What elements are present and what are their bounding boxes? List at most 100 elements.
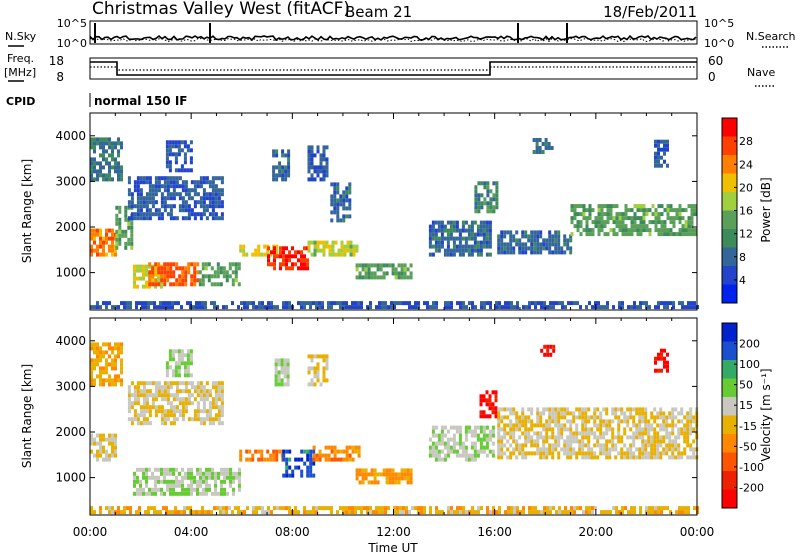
power-cell	[257, 252, 261, 257]
vel-cell	[193, 385, 197, 390]
power-cell	[633, 301, 636, 306]
power-cell	[428, 236, 432, 241]
power-cell	[322, 240, 326, 245]
power-cell	[193, 188, 197, 193]
vel-cell	[542, 435, 546, 440]
power-cell	[211, 196, 215, 201]
power-cell	[108, 169, 111, 174]
power-cell	[151, 196, 155, 201]
power-cell	[397, 275, 401, 280]
power-cell	[672, 208, 676, 213]
vel-cell	[524, 423, 528, 428]
power-cell	[536, 238, 540, 243]
vel-cell	[651, 506, 654, 511]
vel-cell	[539, 415, 543, 420]
power-cell	[174, 301, 177, 306]
power-cell	[470, 224, 474, 229]
power-cell	[544, 138, 548, 142]
vel-cell	[534, 510, 537, 515]
power-cell	[538, 146, 542, 150]
power-cell	[147, 301, 150, 306]
vel-cell	[605, 419, 609, 424]
vel-cell	[644, 423, 648, 428]
vel-cell	[217, 413, 221, 418]
vel-cell	[554, 411, 558, 416]
vel-cell	[310, 358, 314, 363]
nsky-tick-top: 10^5	[57, 17, 87, 30]
power-cell	[214, 176, 218, 181]
vel-cell	[665, 443, 669, 448]
vel-cell	[650, 415, 654, 420]
vel-cell	[518, 451, 522, 456]
vel-cell	[623, 451, 627, 456]
power-cell	[196, 278, 200, 283]
vel-cell	[605, 451, 609, 456]
power-cell	[657, 232, 661, 237]
power-cell	[681, 216, 685, 221]
power-cell	[687, 216, 691, 221]
vel-cell	[214, 491, 217, 496]
vel-cell	[139, 483, 142, 488]
power-cell	[278, 165, 282, 170]
vel-cell	[641, 451, 645, 456]
power-cell	[96, 301, 99, 306]
power-cell	[594, 301, 597, 306]
vel-cell	[587, 443, 591, 448]
power-cell	[535, 150, 539, 154]
vel-cell	[507, 510, 510, 515]
vel-cell	[609, 510, 612, 515]
vel-cell	[485, 414, 489, 419]
vel-cell	[458, 441, 462, 446]
vel-cell	[145, 491, 148, 496]
power-cell	[642, 228, 646, 233]
power-ytick-label: 1000	[55, 266, 86, 280]
power-colorbar-tick-label: 8	[739, 251, 746, 264]
power-cell	[193, 216, 197, 221]
power-cell	[279, 250, 282, 255]
power-cell	[345, 206, 349, 211]
vel-cell	[160, 487, 163, 492]
vel-cell	[437, 441, 441, 446]
power-cell	[187, 204, 191, 209]
power-cell	[660, 139, 663, 144]
power-cell	[500, 230, 504, 235]
power-cell	[348, 182, 352, 187]
power-cell	[148, 188, 152, 193]
power-cell	[115, 229, 119, 234]
vel-cell	[633, 510, 636, 515]
vel-cell	[108, 506, 111, 511]
vel-cell	[175, 385, 179, 390]
vel-cell	[325, 366, 329, 371]
vel-cell	[248, 457, 252, 462]
vel-cell	[333, 445, 337, 450]
power-cell	[642, 212, 646, 217]
power-cell	[600, 204, 604, 209]
vel-cell	[470, 457, 474, 462]
vel-cell	[263, 457, 267, 462]
power-cell	[204, 266, 208, 271]
vel-cell	[666, 506, 669, 511]
vel-cell	[443, 425, 447, 430]
vel-cell	[199, 397, 203, 402]
power-cell	[464, 248, 468, 253]
vel-cell	[569, 439, 573, 444]
power-cell	[297, 266, 300, 271]
vel-cell	[626, 407, 630, 412]
power-cell	[142, 216, 146, 221]
power-cell	[105, 305, 108, 310]
power-colorbar-segment	[722, 247, 737, 267]
vel-cell	[480, 506, 483, 511]
cpid-text: normal 150 IF	[94, 94, 188, 108]
vel-cell	[139, 389, 143, 394]
power-cell	[531, 301, 534, 306]
vel-cell	[608, 427, 612, 432]
power-cell	[636, 224, 640, 229]
vel-cell	[482, 410, 486, 415]
vel-cell	[464, 433, 468, 438]
vel-cell	[680, 431, 684, 436]
power-cell	[204, 305, 207, 310]
power-cell	[488, 244, 492, 249]
power-cell	[558, 301, 561, 306]
vel-cell	[639, 510, 642, 515]
vel-cell	[275, 457, 279, 462]
